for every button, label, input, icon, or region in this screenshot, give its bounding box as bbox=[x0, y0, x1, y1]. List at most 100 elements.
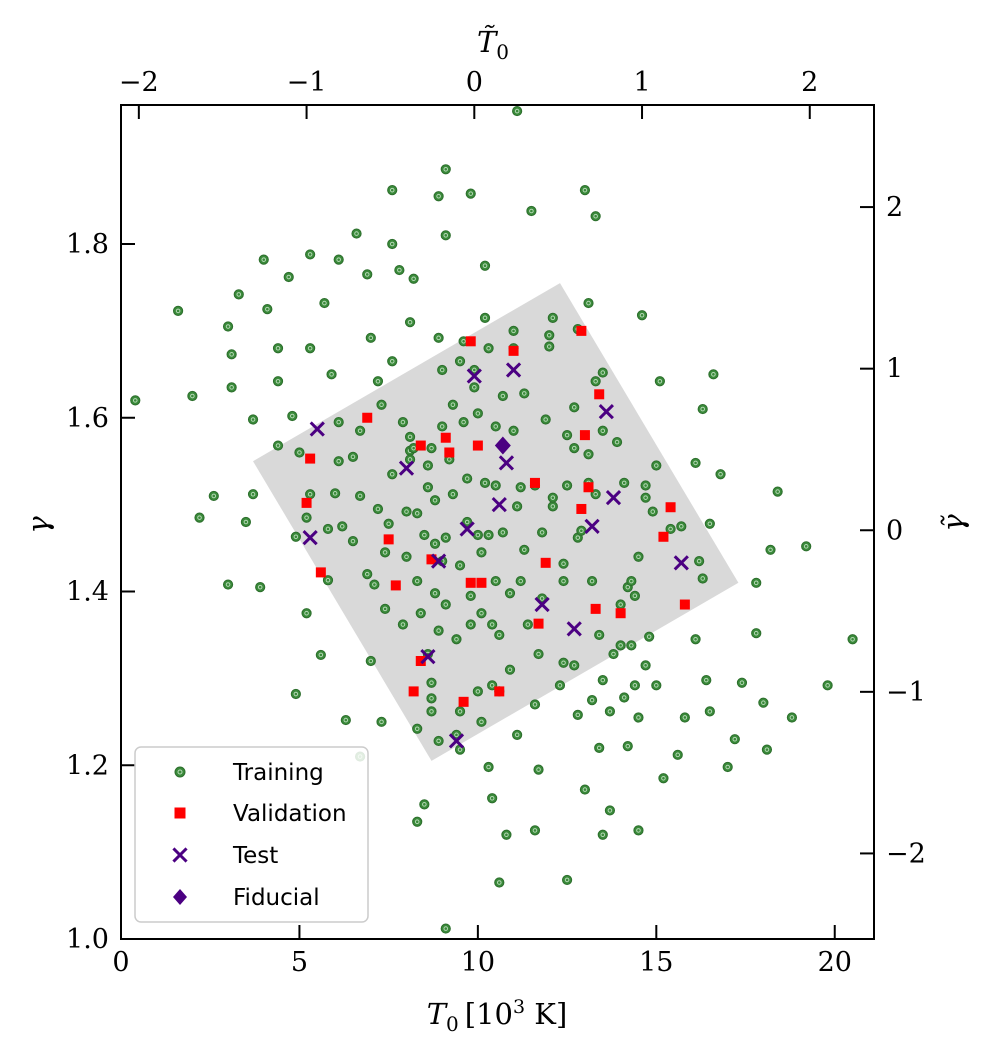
point-training-ring bbox=[329, 372, 334, 377]
point-training-ring bbox=[425, 463, 431, 468]
point-training bbox=[579, 185, 591, 196]
point-training bbox=[476, 608, 487, 619]
point-training-ring bbox=[607, 808, 613, 813]
point-training-ring bbox=[439, 367, 445, 373]
ticks-layer: 0 5 10 15 20 1.0 1.2 1.4 1.6 1.8 −2 −1 0 1 2 −2 −1 0 1 2 bbox=[66, 67, 926, 978]
point-training-ring bbox=[514, 732, 520, 738]
point-training bbox=[597, 425, 608, 436]
point-training bbox=[412, 723, 423, 734]
point-training-ring bbox=[325, 577, 331, 583]
point-validation bbox=[390, 580, 401, 591]
point-training-ring bbox=[546, 344, 552, 349]
point-training-ring bbox=[486, 764, 491, 770]
point-validation bbox=[494, 686, 505, 697]
point-training bbox=[736, 677, 748, 688]
point-validation bbox=[408, 686, 419, 697]
point-training-ring bbox=[261, 257, 267, 262]
point-training-ring bbox=[364, 272, 370, 277]
x-tick-label: 20 bbox=[818, 947, 852, 978]
point-training bbox=[305, 343, 316, 354]
point-training-ring bbox=[190, 393, 195, 399]
point-training bbox=[512, 501, 523, 512]
point-training bbox=[761, 744, 773, 755]
point-training-ring bbox=[432, 541, 438, 547]
point-training bbox=[676, 521, 687, 532]
point-training bbox=[572, 709, 583, 720]
point-training bbox=[262, 304, 273, 315]
point-training-ring bbox=[703, 677, 709, 683]
point-training bbox=[758, 697, 769, 708]
point-training-ring bbox=[654, 683, 659, 688]
point-training bbox=[397, 619, 409, 630]
point-training bbox=[440, 230, 451, 241]
legend-marker-training bbox=[174, 766, 186, 778]
point-training bbox=[633, 551, 644, 562]
point-training bbox=[429, 495, 441, 506]
point-training bbox=[369, 579, 380, 590]
point-training bbox=[651, 680, 662, 691]
point-training bbox=[651, 460, 662, 471]
point-training bbox=[451, 634, 462, 645]
point-training bbox=[822, 680, 833, 691]
point-training-ring bbox=[175, 308, 181, 314]
point-training-ring bbox=[368, 335, 374, 341]
point-training-ring bbox=[443, 926, 449, 931]
point-training-ring bbox=[511, 328, 516, 334]
point-validation bbox=[426, 554, 437, 565]
point-training-ring bbox=[532, 828, 538, 833]
point-training-ring bbox=[718, 471, 723, 477]
point-training-ring bbox=[482, 480, 488, 486]
point-training bbox=[426, 693, 437, 704]
top-x-tick-label: 1 bbox=[633, 67, 650, 98]
point-training bbox=[283, 271, 294, 283]
point-training-ring bbox=[725, 764, 730, 770]
y-tick-label: 1.2 bbox=[66, 750, 109, 781]
point-training bbox=[786, 712, 798, 723]
x-tick-label: 5 bbox=[291, 947, 308, 978]
point-training-ring bbox=[364, 571, 370, 577]
point-training bbox=[305, 489, 316, 500]
point-training bbox=[290, 531, 301, 542]
point-validation bbox=[301, 497, 312, 508]
point-test bbox=[398, 460, 415, 476]
legend-label-training: Training bbox=[232, 760, 324, 786]
point-training bbox=[426, 677, 437, 688]
x-tick-label: 0 bbox=[112, 947, 129, 978]
point-training-ring bbox=[464, 476, 470, 481]
point-training-ring bbox=[489, 622, 495, 627]
point-training-ring bbox=[575, 712, 581, 718]
point-training-ring bbox=[629, 578, 634, 584]
point-training bbox=[640, 660, 651, 671]
series-fiducial bbox=[494, 436, 511, 455]
point-training-ring bbox=[336, 419, 341, 425]
point-training-ring bbox=[457, 563, 463, 568]
point-training bbox=[590, 211, 601, 222]
point-validation bbox=[594, 389, 605, 400]
point-training bbox=[419, 799, 430, 810]
point-training-ring bbox=[436, 335, 441, 341]
point-training bbox=[372, 503, 384, 515]
point-training-ring bbox=[493, 483, 499, 488]
point-training-ring bbox=[307, 345, 313, 351]
point-training-ring bbox=[600, 832, 606, 838]
legend-label-validation: Validation bbox=[233, 801, 347, 827]
point-training bbox=[429, 538, 441, 549]
point-training-ring bbox=[414, 819, 420, 825]
point-training bbox=[490, 480, 501, 491]
x-axis-title: T0 [103 K] bbox=[427, 996, 568, 1036]
point-test bbox=[505, 362, 522, 378]
point-validation bbox=[576, 503, 587, 514]
point-validation bbox=[465, 336, 476, 347]
point-training bbox=[440, 532, 451, 543]
point-validation bbox=[444, 447, 455, 458]
point-training-ring bbox=[593, 491, 598, 497]
y-axis-title: γ bbox=[21, 516, 55, 534]
point-training-ring bbox=[753, 580, 759, 586]
point-training bbox=[494, 629, 505, 641]
point-validation bbox=[533, 618, 544, 629]
legend-marker-fiducial bbox=[173, 889, 187, 905]
point-training bbox=[172, 305, 184, 316]
point-training bbox=[597, 829, 608, 840]
point-training bbox=[654, 376, 665, 387]
point-training bbox=[272, 376, 284, 387]
